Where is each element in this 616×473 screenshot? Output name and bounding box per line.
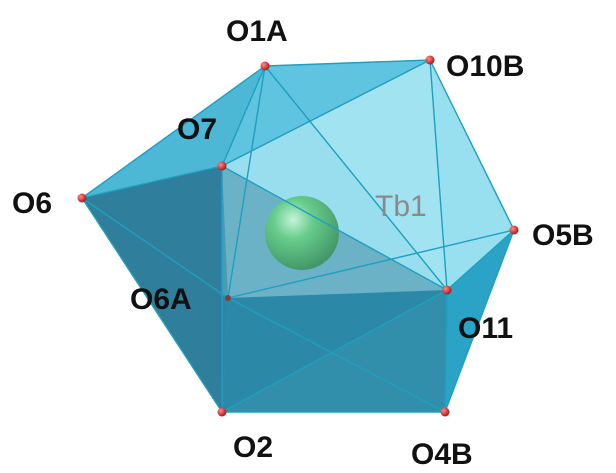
atom-o11 bbox=[442, 285, 452, 295]
face-front-light bbox=[222, 60, 514, 290]
label-o6: O6 bbox=[12, 187, 52, 220]
atom-o10b bbox=[425, 55, 435, 65]
label-o1a: O1A bbox=[226, 15, 288, 48]
atom-labels: O1A O10B O7 O6 O5B O6A O11 O2 O4B Tb1 bbox=[12, 15, 594, 471]
face-front-overlay bbox=[222, 60, 514, 298]
label-o11: O11 bbox=[458, 312, 513, 345]
polyhedron-edges bbox=[81, 59, 515, 413]
atom-o5b bbox=[509, 225, 519, 235]
label-o7: O7 bbox=[177, 113, 217, 146]
atom-o2 bbox=[217, 407, 227, 417]
atom-o4b bbox=[440, 407, 450, 417]
tb-atom bbox=[265, 196, 339, 270]
atom-o7 bbox=[217, 161, 227, 171]
label-o2: O2 bbox=[233, 431, 273, 464]
label-o4b: O4B bbox=[411, 438, 473, 471]
atom-o6a bbox=[225, 295, 231, 301]
atom-o6 bbox=[77, 193, 87, 203]
atom-o1a bbox=[260, 61, 270, 71]
label-o6a: O6A bbox=[130, 283, 192, 316]
label-tb1: Tb1 bbox=[375, 190, 427, 223]
face-left-lower bbox=[82, 166, 222, 412]
label-o5b: O5B bbox=[532, 219, 594, 252]
oxygen-atoms bbox=[77, 55, 519, 417]
label-o10b: O10B bbox=[446, 50, 524, 83]
